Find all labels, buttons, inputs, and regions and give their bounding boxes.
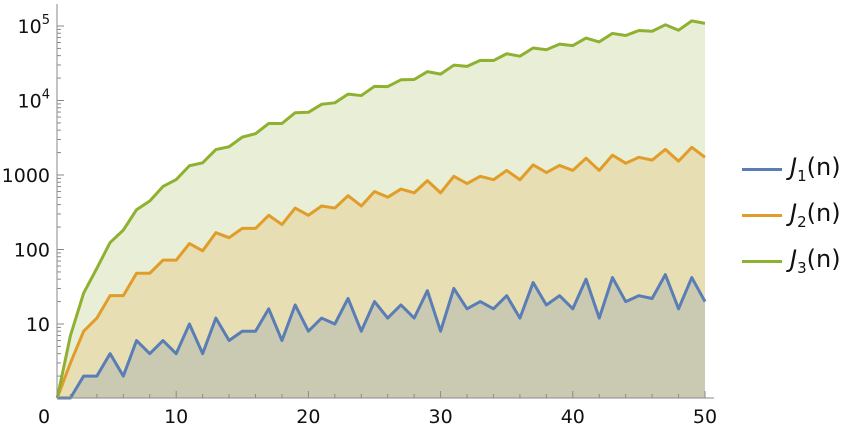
x-tick-label: 50 [693, 406, 717, 428]
legend-item-j1: J1(n) [742, 146, 841, 192]
area-fills [57, 20, 706, 399]
legend-swatch-j3 [742, 259, 782, 263]
series-lines [55, 19, 707, 400]
x-tick-label: 20 [296, 406, 320, 428]
legend-item-j2: J2(n) [742, 192, 841, 238]
series-j3 [55, 19, 706, 399]
line-j3 [55, 19, 706, 399]
x-tick-label: 30 [429, 406, 453, 428]
series-j2 [55, 145, 706, 399]
legend-label-j2: J2(n) [790, 199, 841, 231]
y-tick-label: 105 [18, 13, 50, 38]
x-tick-label: 40 [561, 406, 585, 428]
area-j1 [57, 274, 706, 398]
x-tick-label: 0 [38, 406, 50, 428]
legend-label-j1: J1(n) [790, 153, 841, 185]
axes: 0 10 20 30 40 50 10 100 1000 104 105 [2, 4, 717, 428]
area-j3 [57, 20, 706, 399]
area-j2 [57, 147, 706, 398]
x-tick-label: 10 [164, 406, 188, 428]
y-tick-label: 100 [14, 240, 50, 262]
line-j1 [57, 273, 707, 400]
legend: J1(n) J2(n) J3(n) [742, 146, 841, 284]
legend-item-j3: J3(n) [742, 238, 841, 284]
legend-swatch-j1 [742, 167, 782, 171]
legend-swatch-j2 [742, 213, 782, 217]
y-tick-label: 104 [18, 88, 50, 113]
series-j1 [57, 273, 707, 400]
y-tick-label: 10 [26, 314, 50, 336]
line-j2 [55, 145, 706, 399]
legend-label-j3: J3(n) [790, 245, 841, 277]
y-tick-label: 1000 [2, 165, 50, 187]
